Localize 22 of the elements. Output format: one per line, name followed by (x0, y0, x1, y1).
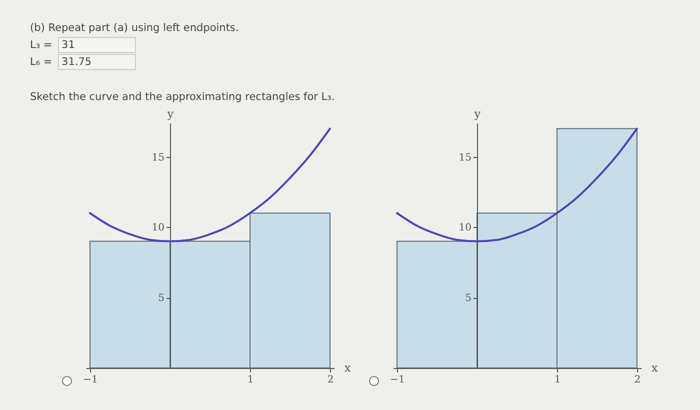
x-tick-label: −1 (83, 374, 98, 386)
x-tick-label: −1 (390, 374, 405, 386)
y-tick-label: 10 (458, 222, 472, 234)
text: L₆ = 31.75 (30, 55, 93, 70)
y-tick-label: 5 (158, 293, 164, 304)
x-tick-label: 1 (554, 374, 561, 386)
text: Sketch the curve and the approximating rectangles for L₃. (30, 90, 335, 105)
x-axis-title: x (652, 362, 658, 374)
x-tick-label: 2 (327, 374, 334, 386)
text: (b) Repeat part (a) using left endpoints. (30, 21, 240, 36)
text: L₃ = 31 (30, 38, 76, 53)
x-axis-title: x (344, 362, 352, 374)
x-tick-label: 2 (634, 374, 641, 386)
y-tick-label: 15 (152, 152, 164, 164)
y-tick-label: 5 (465, 293, 472, 304)
y-tick-label: 10 (152, 222, 164, 234)
y-tick-label: 15 (458, 152, 472, 164)
x-tick-label: 1 (247, 374, 254, 386)
line-series (396, 128, 638, 242)
y-axis-title: y (166, 108, 174, 120)
line-series (89, 128, 331, 242)
y-axis-title: y (473, 108, 482, 120)
